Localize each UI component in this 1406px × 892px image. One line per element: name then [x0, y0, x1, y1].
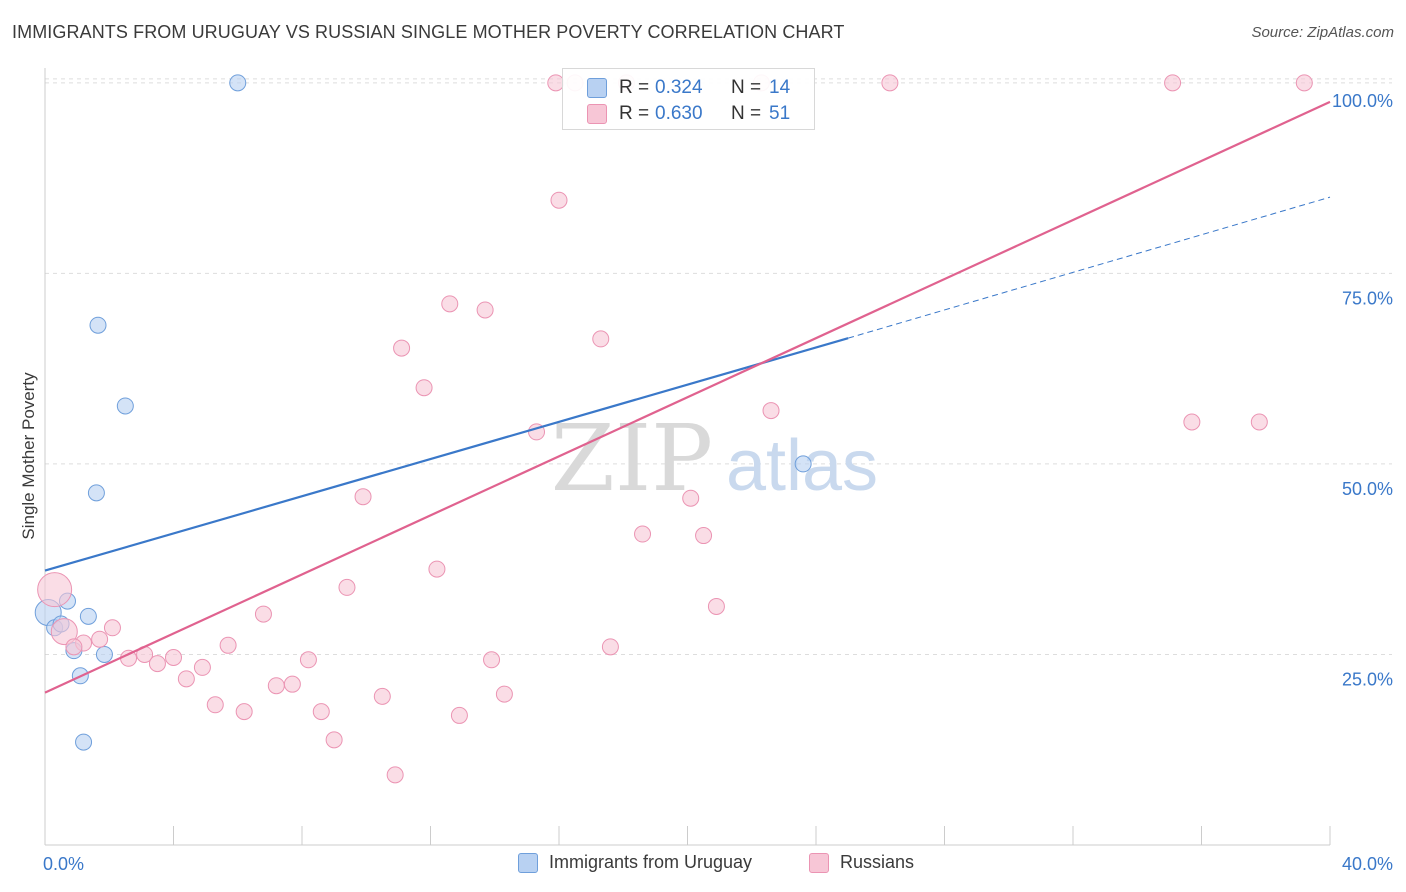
x-tick-label-min: 0.0%: [43, 854, 84, 874]
stats-n-label: N =: [731, 103, 762, 124]
legend-label-russians: Russians: [840, 852, 915, 872]
legend-swatch-uruguay: [518, 852, 538, 873]
russians-point: [283, 675, 301, 693]
russians-point: [483, 651, 501, 669]
stats-r-label: R =: [619, 103, 650, 124]
russians-point: [299, 651, 317, 669]
russians-trendline: [44, 100, 1331, 694]
russians-point: [386, 766, 404, 784]
axis-layer: [44, 68, 1331, 846]
stats-legend-box: R = 0.324 N = 14 R = 0.630 N = 51: [562, 68, 815, 130]
legend-label-uruguay: Immigrants from Uruguay: [549, 852, 753, 872]
stats-n-label: N =: [731, 77, 762, 98]
stats-r-value: 0.324: [655, 77, 703, 98]
russians-point: [267, 677, 285, 695]
uruguay-point: [95, 645, 113, 663]
stats-row-uruguay: R = 0.324 N = 14: [587, 76, 790, 100]
russians-point: [193, 658, 211, 676]
russians-point: [601, 638, 619, 656]
russians-point: [373, 687, 391, 705]
legend-swatch-russians: [809, 852, 829, 873]
stats-r-label: R =: [619, 77, 650, 98]
x-tick-label-max: 40.0%: [1342, 854, 1393, 874]
russians-point: [495, 685, 513, 703]
russians-point: [550, 191, 568, 209]
stats-swatch-uruguay: [587, 78, 607, 98]
y-tick-label: 50.0%: [1342, 479, 1393, 499]
russians-point: [881, 74, 899, 92]
tick-label-layer: 25.0% 50.0% 75.0% 100.0% 0.0% 40.0%: [43, 91, 1393, 874]
uruguay-point: [79, 607, 97, 625]
russians-point: [103, 619, 121, 637]
stats-row-russians: R = 0.630 N = 51: [587, 102, 790, 126]
russians-point: [592, 330, 610, 348]
russians-point: [312, 703, 330, 721]
chart-title: IMMIGRANTS FROM URUGUAY VS RUSSIAN SINGL…: [12, 22, 845, 42]
point-layer: [34, 74, 1313, 784]
russians-point: [762, 402, 780, 420]
y-tick-label: 25.0%: [1342, 669, 1393, 689]
russians-point: [1295, 74, 1313, 92]
stats-n-value: 14: [769, 77, 791, 98]
russians-point: [393, 339, 411, 357]
stats-n-value: 51: [769, 103, 791, 124]
russians-point: [441, 295, 459, 313]
russians-point: [634, 525, 652, 543]
bottom-legend: Immigrants from Uruguay Russians: [0, 852, 1406, 876]
russians-point: [219, 636, 237, 654]
russians-point: [325, 731, 343, 749]
russians-point: [206, 696, 224, 714]
russians-point: [476, 301, 494, 319]
russians-point: [415, 379, 433, 397]
russians-point: [37, 572, 73, 608]
russians-point: [235, 703, 253, 721]
stats-swatch-russians: [587, 104, 607, 124]
russians-point: [1250, 413, 1268, 431]
russians-point: [354, 488, 372, 506]
stats-r-value: 0.630: [655, 103, 703, 124]
trend-layer: [44, 100, 1331, 694]
source-label: Source: ZipAtlas.com: [1251, 24, 1394, 41]
uruguay-trendline-extension: [847, 196, 1331, 339]
uruguay-point: [89, 316, 107, 334]
uruguay-point: [229, 74, 247, 92]
y-tick-label: 75.0%: [1342, 288, 1393, 308]
russians-point: [338, 578, 356, 596]
russians-point: [1164, 74, 1182, 92]
russians-point: [50, 618, 78, 646]
russians-point: [254, 605, 272, 623]
russians-point: [707, 597, 725, 615]
uruguay-point: [794, 455, 812, 473]
russians-point: [1183, 413, 1201, 431]
russians-point: [428, 560, 446, 578]
russians-point: [91, 630, 109, 648]
russians-point: [450, 706, 468, 724]
uruguay-point: [116, 397, 134, 415]
russians-point: [682, 489, 700, 507]
y-tick-label: 100.0%: [1332, 91, 1393, 111]
russians-point: [695, 527, 713, 545]
russians-point: [65, 638, 83, 656]
russians-point: [177, 670, 195, 688]
russians-point: [165, 649, 182, 667]
legend-item-russians[interactable]: Russians: [809, 852, 914, 873]
uruguay-point: [75, 733, 93, 751]
russians-point: [148, 655, 166, 673]
uruguay-trendline: [44, 337, 849, 572]
legend-item-uruguay[interactable]: Immigrants from Uruguay: [518, 852, 752, 873]
uruguay-point: [87, 484, 105, 502]
